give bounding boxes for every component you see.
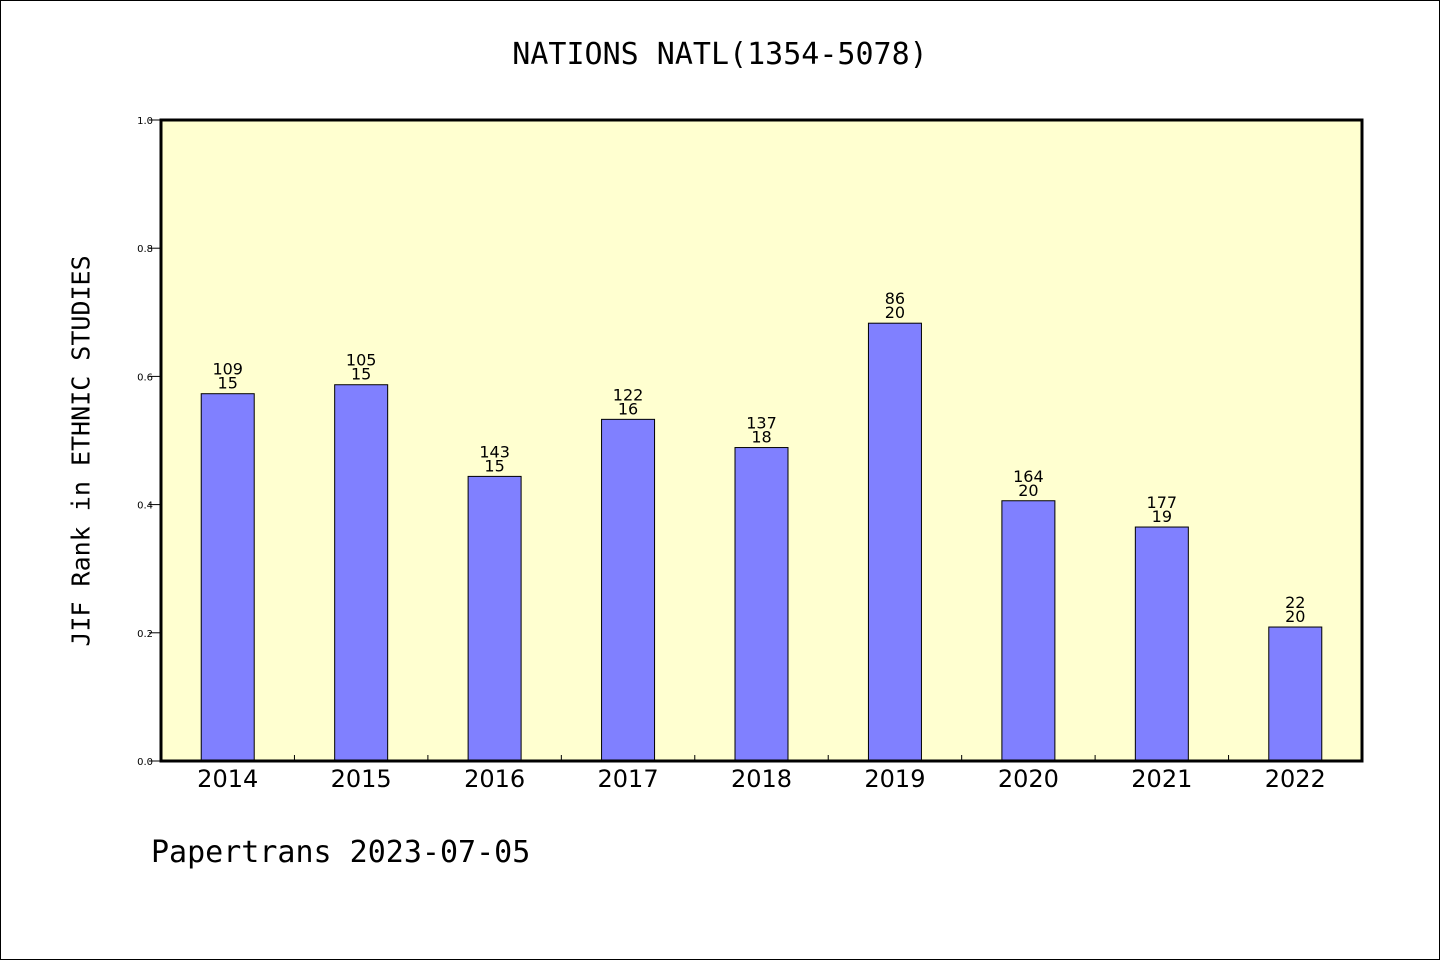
bars: 2014109152015105152016143152017122162018… xyxy=(197,289,1326,793)
bar xyxy=(867,322,922,762)
bar-label-count: 16 xyxy=(618,399,638,418)
x-tick-label: 2016 xyxy=(464,765,525,793)
x-tick-label: 2015 xyxy=(331,765,392,793)
y-tick-label: 0.2 xyxy=(137,629,153,640)
bar-label-rank: 22 xyxy=(1285,593,1305,612)
x-tick-label: 2018 xyxy=(731,765,792,793)
y-tick-label: 0.4 xyxy=(137,501,153,512)
bar-label-rank: 164 xyxy=(1013,467,1044,486)
bar-label-count: 15 xyxy=(351,365,371,384)
x-tick-label: 2014 xyxy=(197,765,258,793)
bar-label-count: 19 xyxy=(1152,507,1172,526)
footer-credit: Papertrans 2023-07-05 xyxy=(151,835,531,870)
y-tick-label: 0.8 xyxy=(137,244,153,255)
chart-title: NATIONS NATL(1354-5078) xyxy=(512,37,928,72)
x-tick-label: 2021 xyxy=(1131,765,1192,793)
bar-label-count: 20 xyxy=(1018,481,1038,500)
bar-label-rank: 177 xyxy=(1147,493,1178,512)
bar-label-rank: 86 xyxy=(885,289,905,308)
bar xyxy=(200,393,255,762)
x-tick-label: 2017 xyxy=(598,765,659,793)
bar-label-rank: 109 xyxy=(212,360,243,379)
bar-label-rank: 105 xyxy=(346,351,377,370)
x-tick-label: 2020 xyxy=(998,765,1059,793)
y-tick-label: 0.6 xyxy=(137,372,153,383)
x-tick-label: 2022 xyxy=(1265,765,1326,793)
bar xyxy=(334,384,389,762)
y-tick-label: 0.0 xyxy=(137,757,153,768)
bar xyxy=(1268,626,1323,762)
bar xyxy=(1134,526,1189,762)
y-tick-label: 1.0 xyxy=(137,116,153,127)
bar-label-rank: 122 xyxy=(613,385,644,404)
bar-label-count: 15 xyxy=(484,456,504,475)
bar-label-count: 18 xyxy=(751,428,771,447)
bar xyxy=(601,418,656,762)
bar-label-rank: 143 xyxy=(479,442,510,461)
bar-label-count: 20 xyxy=(885,303,905,322)
bar-label-rank: 137 xyxy=(746,414,777,433)
bar xyxy=(734,447,789,762)
bar-label-count: 15 xyxy=(218,374,238,393)
bar xyxy=(1001,500,1056,762)
bar xyxy=(467,475,522,762)
bar-label-count: 20 xyxy=(1285,607,1305,626)
plot-border xyxy=(159,118,1364,763)
x-tick-label: 2019 xyxy=(864,765,925,793)
y-ticks: 0.0 0.2 0.4 0.6 0.8 1.0 xyxy=(137,116,161,768)
